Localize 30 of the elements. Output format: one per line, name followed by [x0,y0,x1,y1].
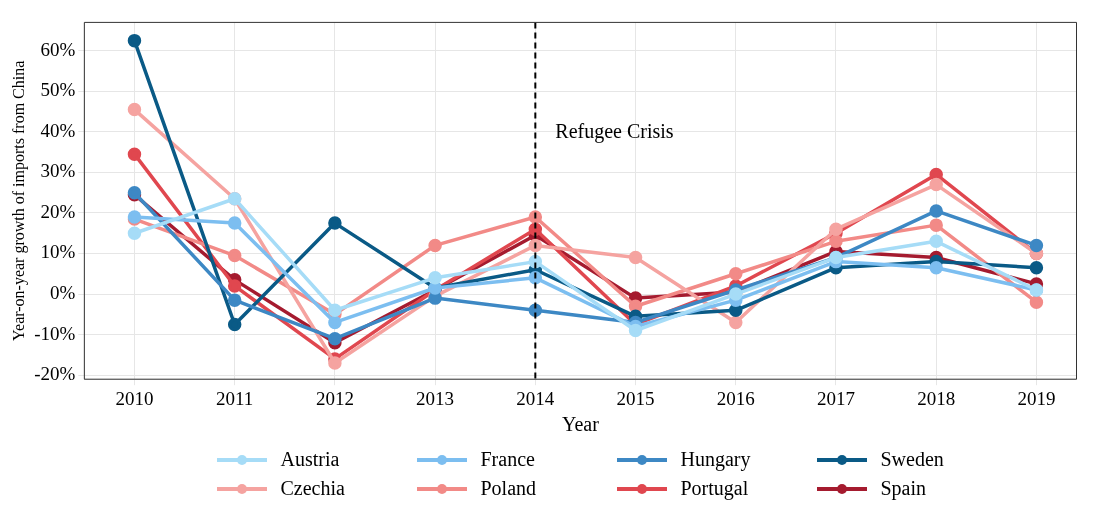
x-tick-label: 2014 [516,387,555,409]
x-tick-label: 2010 [115,387,154,409]
legend-label: Spain [880,477,927,500]
ref-line-label: Refugee Crisis [555,119,674,143]
legend-label: Portugal [680,477,749,500]
legend-label: Hungary [680,448,751,471]
legend-label: Austria [280,448,340,471]
x-tick-label: 2015 [616,387,655,409]
legend-label: Poland [480,477,537,500]
x-tick-label: 2017 [816,387,855,409]
y-tick-label: 50% [40,79,76,101]
x-tick-label: 2018 [917,387,956,409]
y-tick-label: 20% [40,200,76,222]
legend-label: Czechia [280,477,345,500]
x-tick-label: 2013 [416,387,455,409]
y-tick-label: -10% [34,322,76,344]
y-tick-label: 60% [40,38,76,60]
x-axis-title: Year [562,413,600,436]
legend-label: France [480,448,535,471]
y-axis-title: Year-on-year growth of imports from China [9,60,28,341]
y-tick-label: 30% [40,160,76,182]
x-tick-label: 2012 [315,387,354,409]
x-tick-label: 2016 [716,387,755,409]
y-tick-label: 10% [40,241,76,263]
x-tick-label: 2019 [1017,387,1056,409]
x-tick-label: 2011 [216,387,254,409]
y-tick-label: 0% [50,282,76,304]
y-tick-label: -20% [34,363,76,385]
y-tick-label: 40% [40,119,76,141]
legend-label: Sweden [880,448,944,471]
